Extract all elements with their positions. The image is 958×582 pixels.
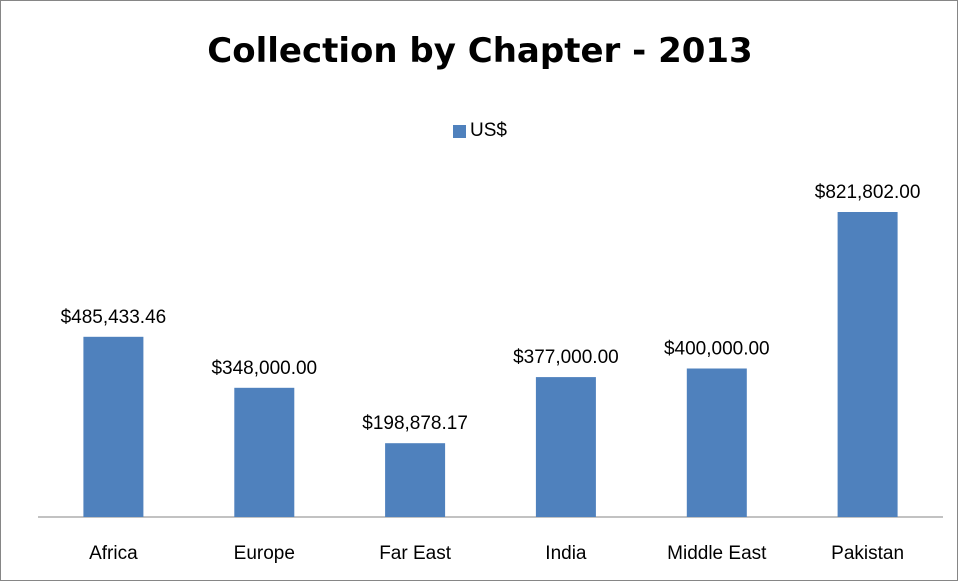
data-label-middle-east: $400,000.00 — [664, 339, 770, 360]
data-label-africa: $485,433.46 — [61, 307, 167, 328]
bar-africa — [83, 336, 144, 517]
x-tick-label-middle-east: Middle East — [667, 543, 767, 564]
data-label-europe: $348,000.00 — [211, 358, 317, 379]
x-tick-label-europe: Europe — [234, 543, 295, 564]
x-tick-label-india: India — [545, 543, 587, 564]
data-label-pakistan: $821,802.00 — [815, 182, 921, 203]
bar-europe — [234, 387, 295, 517]
data-label-far-east: $198,878.17 — [362, 413, 468, 434]
data-label-india: $377,000.00 — [513, 347, 619, 368]
bar-middle-east — [686, 368, 747, 517]
legend-swatch — [453, 124, 467, 138]
x-tick-label-africa: Africa — [89, 543, 138, 564]
x-tick-label-far-east: Far East — [379, 543, 452, 564]
x-tick-label-pakistan: Pakistan — [831, 543, 904, 564]
legend: US$ — [1, 120, 958, 142]
chart-title: Collection by Chapter - 2013 — [207, 31, 753, 71]
bar-pakistan — [837, 212, 898, 517]
legend-label: US$ — [470, 120, 507, 141]
bar-far-east — [385, 443, 446, 517]
bar-india — [535, 377, 596, 517]
